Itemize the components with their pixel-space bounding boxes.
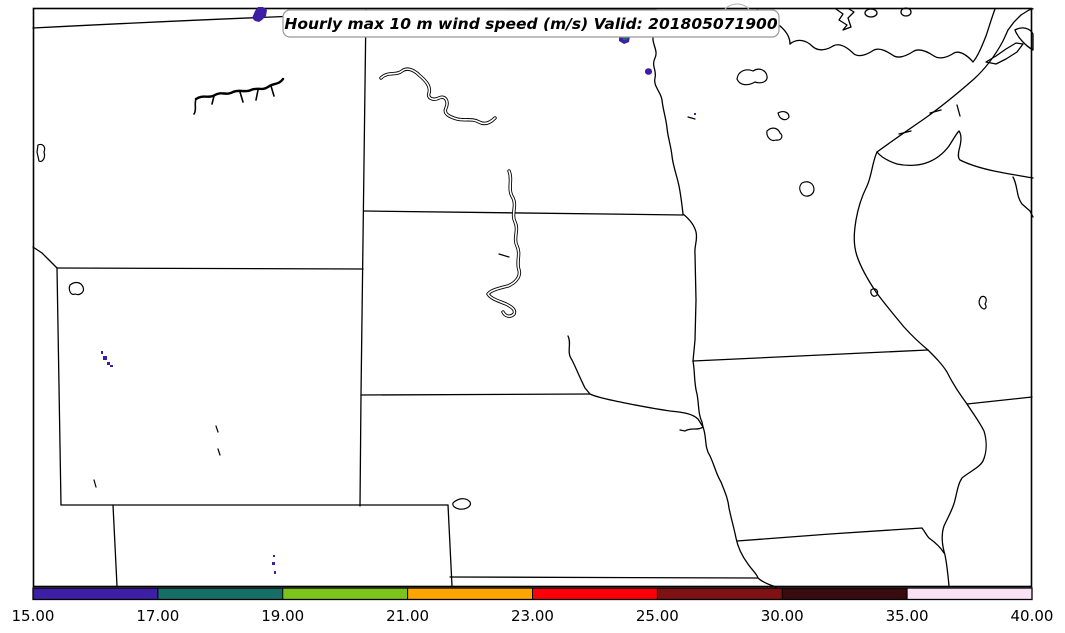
yellowstone-lake bbox=[68, 281, 85, 296]
map-frame bbox=[32, 7, 1033, 588]
red-river-border bbox=[652, 8, 684, 215]
wind-max-cell bbox=[101, 351, 103, 354]
lake-superior bbox=[756, 7, 1034, 218]
colorbar-tick-label: 21.00 bbox=[386, 607, 429, 625]
colorbar-segment bbox=[532, 588, 658, 600]
colorbar-tick-label: 19.00 bbox=[261, 607, 304, 625]
figure-title: Hourly max 10 m wind speed (m/s) Valid: … bbox=[284, 15, 777, 33]
wind-max-cell bbox=[107, 362, 110, 365]
lake-mcconaughy bbox=[452, 498, 471, 510]
colorbar-tick-label: 40.00 bbox=[1011, 607, 1054, 625]
colorbar-tick-label: 25.00 bbox=[636, 607, 679, 625]
colorbar-tick-label: 17.00 bbox=[136, 607, 179, 625]
fort-peck-lake bbox=[193, 77, 285, 115]
leech-lake bbox=[766, 127, 783, 142]
wind-max-cell bbox=[274, 571, 276, 574]
wind-max-cell bbox=[103, 356, 107, 360]
colorbar-segment bbox=[157, 588, 283, 600]
colorbar-segment bbox=[907, 588, 1032, 600]
title-box bbox=[282, 9, 780, 38]
wind-max-cell bbox=[252, 7, 267, 22]
missouri-river-border bbox=[567, 335, 704, 428]
colorbar-segment bbox=[657, 588, 783, 600]
red-lake bbox=[736, 68, 768, 86]
wind-max-cell bbox=[644, 68, 653, 75]
small-lakes bbox=[36, 68, 987, 510]
colorbar-segment bbox=[33, 588, 158, 600]
colorbar-tick-label: 35.00 bbox=[886, 607, 929, 625]
colorbar-segment bbox=[782, 588, 908, 600]
colorbar-segment bbox=[407, 588, 533, 600]
wind-max-cell bbox=[273, 555, 275, 557]
flathead-lake bbox=[36, 143, 46, 163]
wind-max-cell bbox=[694, 113, 696, 115]
wind-max-cell bbox=[110, 365, 113, 367]
wind-max-cell bbox=[272, 562, 275, 565]
rivers-lakes bbox=[36, 67, 987, 510]
colorbar-segment bbox=[282, 588, 408, 600]
colorbar-tick-label: 30.00 bbox=[761, 607, 804, 625]
isle-royale bbox=[985, 42, 1024, 65]
colorbar-outline bbox=[32, 587, 1033, 601]
colorbar-tick-label: 23.00 bbox=[511, 607, 554, 625]
colorbar: 15.00 17.00 19.00 21.00 23.00 25.00 30.00 35.00… bbox=[12, 587, 1054, 625]
colorbar-tick-label: 15.00 bbox=[12, 607, 55, 625]
mille-lacs-lake bbox=[799, 181, 815, 197]
